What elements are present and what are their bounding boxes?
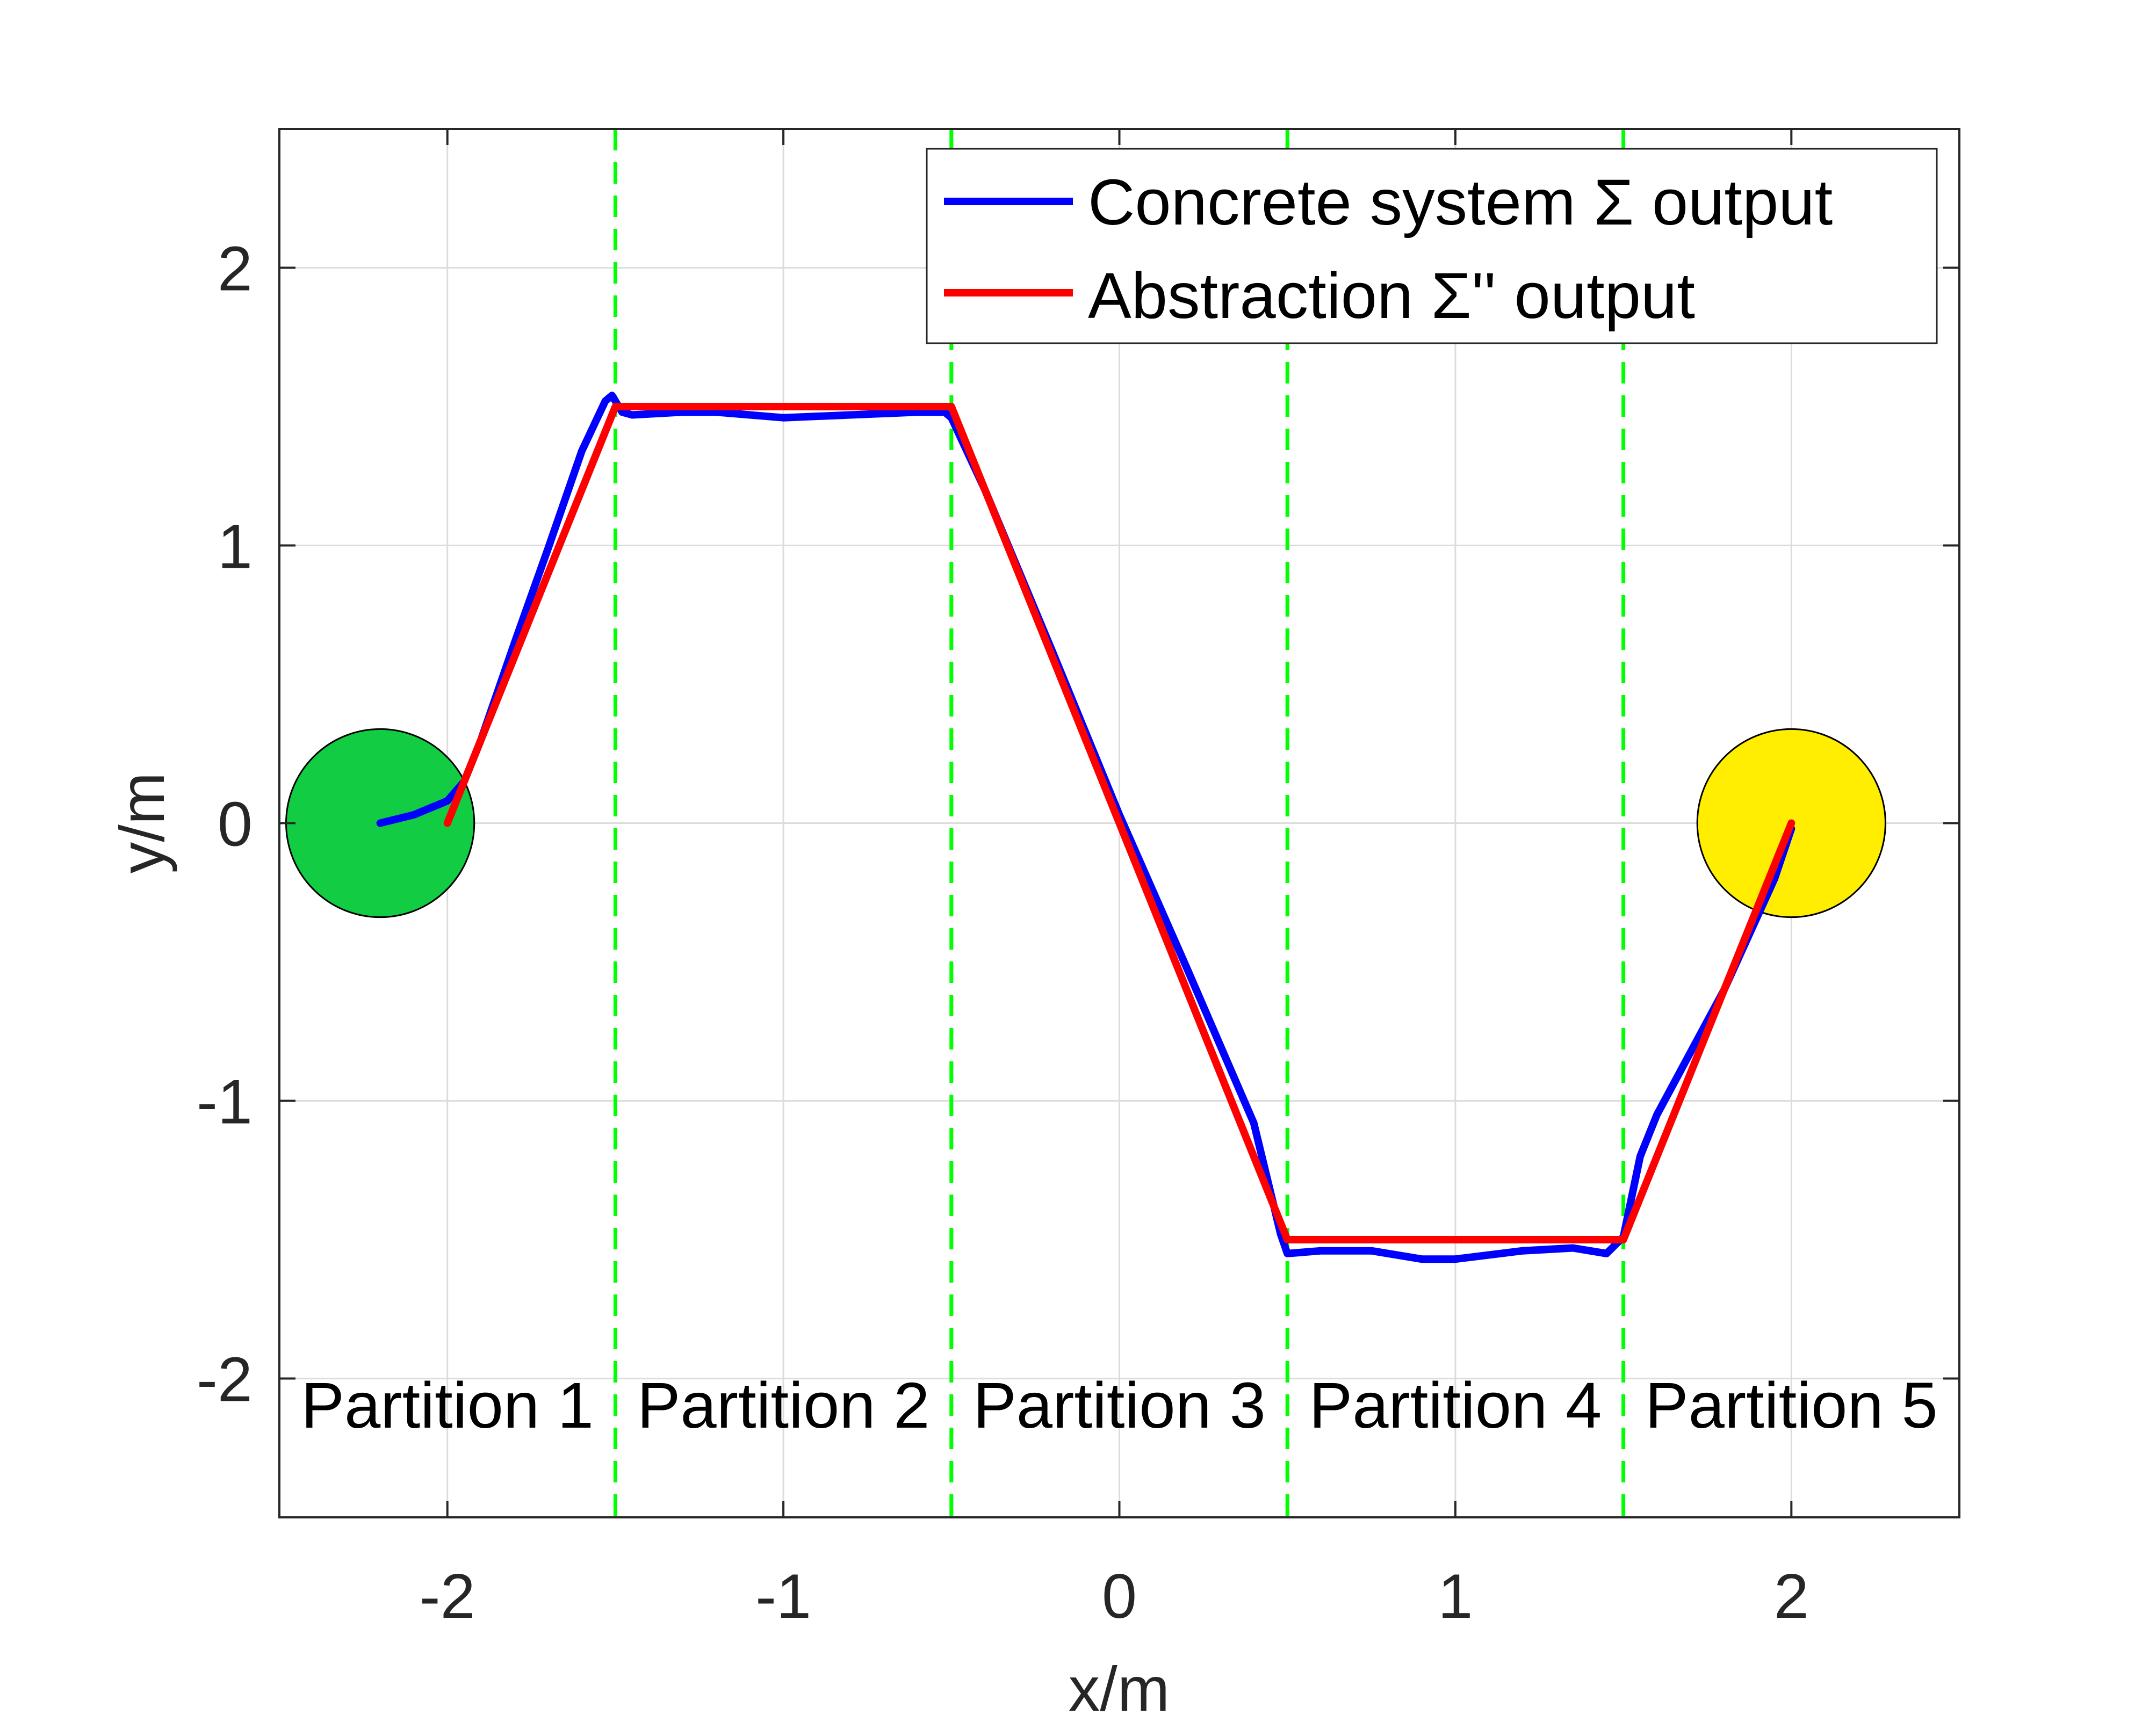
partition-label: Partition 1	[301, 1369, 594, 1442]
x-tick-label: -1	[755, 1561, 811, 1631]
series-line-abstraction	[443, 403, 1796, 1243]
partition-label: Partition 3	[973, 1369, 1266, 1442]
y-tick-label: 1	[218, 511, 253, 582]
ticks: -2 -1 0 1 2 -2 -1 0 1 2	[197, 129, 1959, 1631]
y-tick-label: -2	[197, 1344, 253, 1415]
partition-label: Partition 2	[637, 1369, 930, 1442]
legend-box	[926, 148, 1938, 344]
y-axis-label: y/m	[107, 772, 177, 873]
y-tick-label: 2	[218, 234, 253, 304]
x-tick-label: 1	[1438, 1561, 1473, 1631]
legend-label-abstraction: Abstraction Σ'' output	[1088, 259, 1695, 332]
legend-label-concrete: Concrete system Σ output	[1088, 165, 1833, 238]
x-tick-label: 2	[1774, 1561, 1809, 1631]
y-tick-label: -1	[197, 1067, 253, 1137]
y-tick-label: 0	[218, 789, 253, 859]
legend: Concrete system Σ output Abstraction Σ''…	[926, 148, 1938, 344]
x-axis-label: x/m	[1069, 1654, 1170, 1722]
partition-labels: Partition 1 Partition 2 Partition 3 Partiti…	[301, 1369, 1937, 1442]
x-tick-label: -2	[420, 1561, 475, 1631]
partition-label: Partition 4	[1309, 1369, 1602, 1442]
series-lines	[376, 392, 1796, 1263]
partition-label: Partition 5	[1645, 1369, 1938, 1442]
x-tick-label: 0	[1102, 1561, 1137, 1631]
